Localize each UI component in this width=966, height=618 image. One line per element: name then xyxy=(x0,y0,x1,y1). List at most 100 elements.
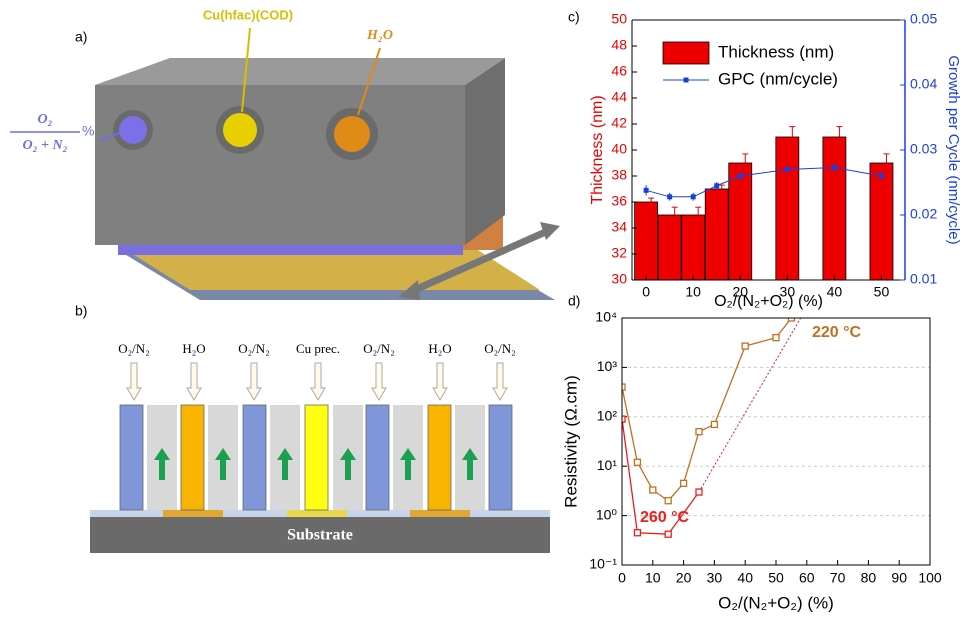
y2-tick-label: 0.03 xyxy=(910,141,937,157)
x-tick-label: 0 xyxy=(618,570,626,586)
inlet-label: H₂O xyxy=(182,341,205,356)
gpc-marker xyxy=(738,174,743,179)
y-tick-label: 48 xyxy=(611,37,627,53)
box-top xyxy=(95,58,505,85)
legend-marker xyxy=(684,78,689,83)
y-tick-label: 44 xyxy=(611,89,627,105)
box-front xyxy=(95,85,465,245)
y2-tick-label: 0.05 xyxy=(910,11,937,27)
inlet-label: O₂/N₂ xyxy=(118,341,149,356)
y-tick-label: 10⁻¹ xyxy=(589,556,617,572)
flow-arrow xyxy=(467,458,473,480)
inlet-label: O₂/N₂ xyxy=(363,341,394,356)
flow-arrow xyxy=(345,458,351,480)
x-tick-label: 60 xyxy=(799,570,815,586)
column xyxy=(489,405,512,510)
y-tick-label: 10² xyxy=(597,408,618,424)
x-tick-label: 40 xyxy=(827,284,843,300)
film-segment xyxy=(163,510,223,517)
inlet-arrow xyxy=(372,363,386,400)
y-tick-label: 32 xyxy=(611,245,627,261)
reactant-label: H₂O xyxy=(366,28,393,43)
bar xyxy=(776,137,799,280)
y2-tick-label: 0.02 xyxy=(910,206,937,222)
y-tick-label: 40 xyxy=(611,141,627,157)
point xyxy=(634,459,640,465)
x-tick-label: 0 xyxy=(642,284,650,300)
bar xyxy=(729,163,752,280)
bar xyxy=(823,137,846,280)
y-tick-label: 42 xyxy=(611,115,627,131)
flow-arrow xyxy=(282,458,288,480)
inlet-label: O₂/N₂ xyxy=(484,341,515,356)
flow-arrow xyxy=(159,458,165,480)
substrate-label: Substrate xyxy=(287,527,353,544)
legend-swatch xyxy=(663,42,709,64)
gpc-marker xyxy=(714,183,719,188)
bar xyxy=(635,202,658,280)
y2-axis-title: Growth per Cycle (nm/cycle) xyxy=(945,55,962,244)
x-tick-label: 50 xyxy=(874,284,890,300)
port-h2o xyxy=(334,116,370,152)
gpc-marker xyxy=(667,194,672,199)
column xyxy=(366,405,389,510)
x-tick-label: 90 xyxy=(891,570,907,586)
point xyxy=(665,531,671,537)
y-tick-label: 36 xyxy=(611,193,627,209)
x-tick-label: 30 xyxy=(707,570,723,586)
x-tick-label: 80 xyxy=(861,570,877,586)
inlet-arrow xyxy=(311,363,325,400)
y-axis-title: Resistivity (Ω.cm) xyxy=(561,375,580,508)
y-tick-label: 34 xyxy=(611,219,627,235)
inlet-label: O₂/N₂ xyxy=(238,341,269,356)
charts: c)30323436384042444648500.010.020.030.04… xyxy=(561,9,962,613)
point xyxy=(665,498,671,504)
point xyxy=(696,429,702,435)
x-tick-label: 100 xyxy=(918,570,942,586)
bar xyxy=(658,215,681,280)
bar xyxy=(682,215,705,280)
legend-label: GPC (nm/cycle) xyxy=(718,69,838,88)
point xyxy=(773,335,779,341)
legend-label: Thickness (nm) xyxy=(718,42,834,61)
inlet-arrow xyxy=(493,363,507,400)
x-axis-title: O₂/(N₂+O₂) (%) xyxy=(718,593,834,612)
y-tick-label: 30 xyxy=(611,271,627,287)
point xyxy=(742,343,748,349)
column xyxy=(243,405,266,510)
port-o2 xyxy=(119,116,147,144)
series-line xyxy=(622,318,791,501)
x-axis-title: O₂/(N₂+O₂) (%) xyxy=(714,293,823,310)
x-tick-label: 10 xyxy=(645,570,661,586)
x-tick-label: 70 xyxy=(830,570,846,586)
point xyxy=(634,530,640,536)
point xyxy=(681,480,687,486)
precursor-label: Cu(hfac)(COD) xyxy=(203,7,293,22)
column xyxy=(120,405,143,510)
y-tick-label: 10⁴ xyxy=(595,309,617,325)
fraction-unit: % xyxy=(82,123,94,139)
gpc-marker xyxy=(691,194,696,199)
bar xyxy=(870,163,893,280)
point xyxy=(696,489,702,495)
panel-label: d) xyxy=(568,293,580,309)
series-label: 260 °C xyxy=(640,509,690,526)
film-segment xyxy=(287,510,347,517)
inlet-arrow xyxy=(433,363,447,400)
gpc-marker xyxy=(879,174,884,179)
box-side xyxy=(465,58,505,245)
inlet-arrow xyxy=(127,363,141,400)
point xyxy=(711,421,717,427)
y-tick-label: 50 xyxy=(611,11,627,27)
film-segment xyxy=(410,510,470,517)
inlet-arrow xyxy=(247,363,261,400)
gpc-marker xyxy=(785,167,790,172)
flow-arrow xyxy=(220,458,226,480)
inlet-label: Cu prec. xyxy=(296,341,340,356)
y-tick-label: 10³ xyxy=(597,358,618,374)
panel-label: b) xyxy=(75,303,87,319)
y-tick-label: 10⁰ xyxy=(596,506,618,522)
panel-label: a) xyxy=(75,29,87,45)
x-tick-label: 10 xyxy=(685,284,701,300)
y2-tick-label: 0.04 xyxy=(910,76,937,92)
